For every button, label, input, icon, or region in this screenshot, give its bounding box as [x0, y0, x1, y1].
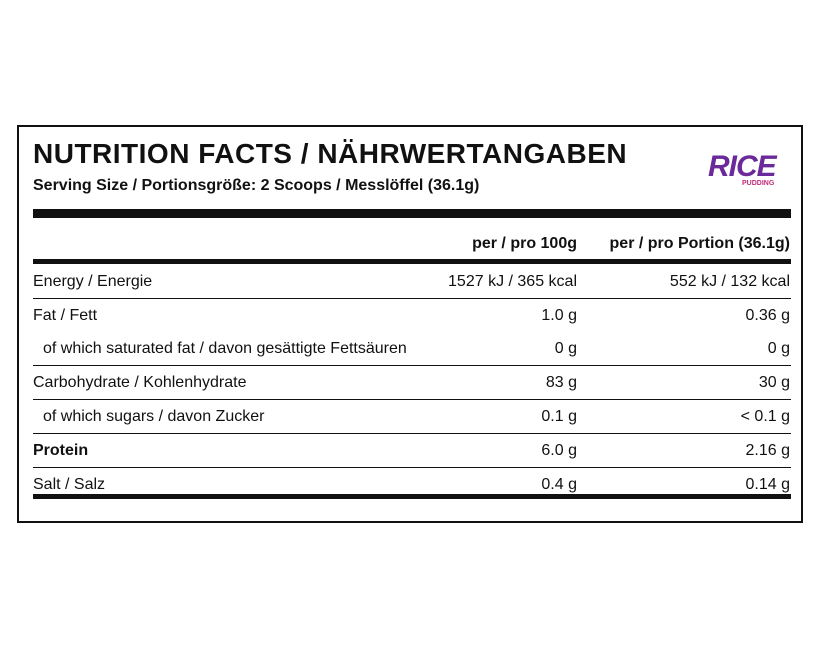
- label: Carbohydrate / Kohlenhydrate: [33, 374, 247, 391]
- label: Energy / Energie: [33, 273, 153, 290]
- label: Protein: [33, 442, 89, 459]
- header-row: per / pro 100g per / pro Portion (36.1g): [33, 229, 791, 259]
- divider: [33, 209, 791, 218]
- value: < 0.1 g: [740, 408, 790, 425]
- logo-text: RICE: [708, 150, 777, 183]
- value: 1527 kJ / 365 kcal: [448, 273, 577, 290]
- label: Fat / Fett: [33, 307, 98, 324]
- value: 1.0 g: [541, 307, 577, 324]
- title: NUTRITION FACTS / NÄHRWERTANGABEN: [33, 138, 628, 169]
- row: of which saturated fat / davon gesättigt…: [33, 332, 791, 366]
- column-header: per / pro Portion (36.1g): [609, 235, 790, 252]
- value: 0.1 g: [541, 408, 577, 425]
- label: of which sugars / davon Zucker: [43, 408, 265, 425]
- value: 0 g: [767, 340, 790, 357]
- value: 83 g: [545, 374, 577, 391]
- nutrition-table: per / pro 100g per / pro Portion (36.1g)…: [33, 229, 791, 501]
- row: Protein 6.0 g 2.16 g: [33, 434, 791, 468]
- row: Salt / Salz 0.4 g 0.14 g: [33, 468, 791, 501]
- column-header: per / pro 100g: [472, 235, 577, 252]
- value: 2.16 g: [745, 442, 790, 459]
- row: of which sugars / davon Zucker 0.1 g < 0…: [33, 400, 791, 434]
- value: 30 g: [758, 374, 790, 391]
- label-frame: [17, 125, 803, 523]
- label: of which saturated fat / davon gesättigt…: [43, 340, 407, 357]
- divider: [33, 494, 791, 499]
- logo-subtext: PUDDING: [742, 180, 775, 187]
- logo: RICE PUDDING: [708, 150, 798, 200]
- value: 6.0 g: [541, 442, 577, 459]
- row: Carbohydrate / Kohlenhydrate 83 g 30 g: [33, 366, 791, 400]
- value: 0 g: [554, 340, 577, 357]
- row: Energy / Energie 1527 kJ / 365 kcal 552 …: [33, 265, 791, 299]
- value: 0.36 g: [745, 307, 790, 324]
- divider: [33, 259, 791, 264]
- value: 552 kJ / 132 kcal: [669, 273, 790, 290]
- value: 0.14 g: [745, 476, 790, 493]
- label: Salt / Salz: [33, 476, 106, 493]
- row: Fat / Fett 1.0 g 0.36 g: [33, 299, 791, 332]
- value: 0.4 g: [541, 476, 577, 493]
- serving-size: Serving Size / Portionsgröße: 2 Scoops /…: [33, 177, 480, 194]
